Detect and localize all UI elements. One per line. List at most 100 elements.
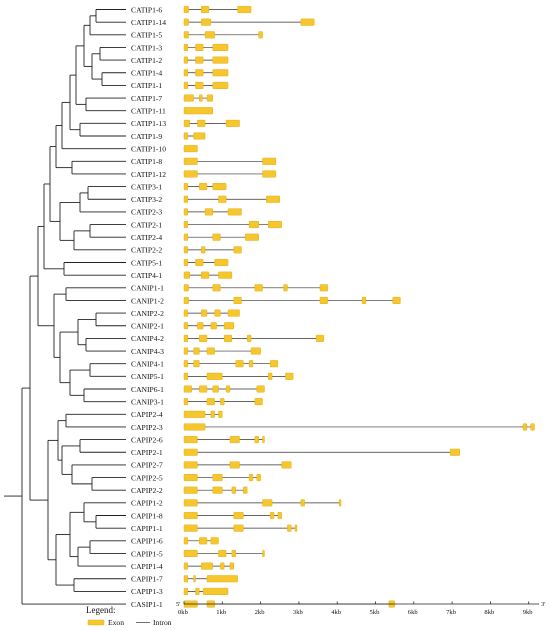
exon-box [248,360,254,368]
exon-box [229,461,240,469]
gene-label: CAPIP1-4 [131,562,163,571]
exon-box [199,385,208,393]
exon-box [183,132,189,140]
exon-box [195,69,204,77]
gene-structure-row [183,170,277,178]
exon-box [183,372,189,380]
gene-structure-row [183,157,277,165]
gene-structure-row [183,385,265,393]
gene-structure-row [183,575,238,583]
exon-box [224,334,233,342]
exon-box [206,94,213,102]
axis-tick-label: 2kb [255,609,266,616]
gene-label: CANIP3-1 [131,397,164,406]
gene-structure-row [183,246,242,254]
exon-box [193,347,200,355]
gene-label: CAPIP2-6 [131,435,163,444]
gene-label: CASIP1-1 [131,600,163,609]
exon-box [254,398,263,406]
exon-box [183,296,189,304]
gene-label: CATIP1-11 [131,107,166,116]
exon-box [183,549,198,557]
exon-box [193,575,196,583]
exon-box [283,284,288,292]
gene-label: CATIP1-5 [131,31,162,40]
gene-label: CATIP1-8 [131,157,162,166]
gene-label: CATIP1-3 [131,43,162,52]
exon-box [183,221,189,229]
exon-box [229,562,234,570]
gene-label: CAPIP2-4 [131,410,163,419]
gene-structure-row [183,461,292,469]
gene-structure-row [183,145,198,153]
exon-box [248,474,254,482]
exon-box [183,208,189,216]
exon-box [212,474,223,482]
gene-label: CANIP5-1 [131,372,164,381]
gene-structure-row [183,587,229,595]
exon-box [183,145,198,153]
gene-structure-row [183,208,242,216]
gene-structure-row [183,183,227,191]
gene-label: CAPIP1-3 [131,587,163,596]
exon-box [300,499,305,507]
exon-box [214,259,229,267]
exon-box [183,107,213,115]
gene-structure-row [183,347,261,355]
gene-label: CAPIP1-5 [131,549,163,558]
exon-box [235,360,244,368]
exon-box [243,486,248,494]
exon-box [250,347,261,355]
gene-label: CATIP1-7 [131,94,162,103]
gene-label: CATIP1-4 [131,69,162,78]
gene-label: CANIP2-2 [131,309,164,318]
exon-box [361,296,367,304]
exon-box [227,208,242,216]
exon-box [212,284,221,292]
exon-box [220,562,225,570]
legend-title: Legend: [86,605,116,615]
gene-structure-row [183,360,279,368]
exon-box [183,284,189,292]
exon-box [212,43,229,51]
axis-tick-label: 8kb [484,609,495,616]
exon-box [281,461,292,469]
exon-box [227,309,240,317]
exon-box [183,436,198,444]
exon-box [183,423,206,431]
exon-box [183,31,189,39]
axis-tick-label: 0kb [178,609,189,616]
exon-box [233,512,244,520]
gene-label: CATIP5-1 [131,258,162,267]
exon-box [262,170,277,178]
gene-label: CANIP4-3 [131,347,164,356]
gene-structure-row [183,309,240,317]
exon-box [204,208,213,216]
exon-box [212,56,229,64]
gene-structure-row [183,486,248,494]
exon-box [233,246,242,254]
exon-box [183,322,189,330]
exon-box [183,18,189,26]
exon-box [218,195,227,203]
exon-box [300,18,315,26]
exon-box [183,398,189,406]
exon-box [183,410,206,418]
exon-box [183,43,189,51]
gene-label: CAPIP2-3 [131,423,163,432]
axis-tick-label: 4kb [331,609,342,616]
axis-end-label: 3' [541,601,546,608]
exon-box [210,322,217,330]
exon-box [201,246,206,254]
exon-box [231,486,236,494]
gene-structures [183,5,535,608]
exon-box [256,474,261,482]
exon-box [218,271,233,279]
gene-structure-row [183,233,259,241]
gene-labels: CATIP1-6 CATIP1-14 CATIP1-5 CATIP1-3 CATIP1-… [131,5,166,609]
exon-box [204,31,215,39]
gene-structure-row [183,448,460,456]
exon-box [294,524,298,532]
exon-box [193,132,206,140]
